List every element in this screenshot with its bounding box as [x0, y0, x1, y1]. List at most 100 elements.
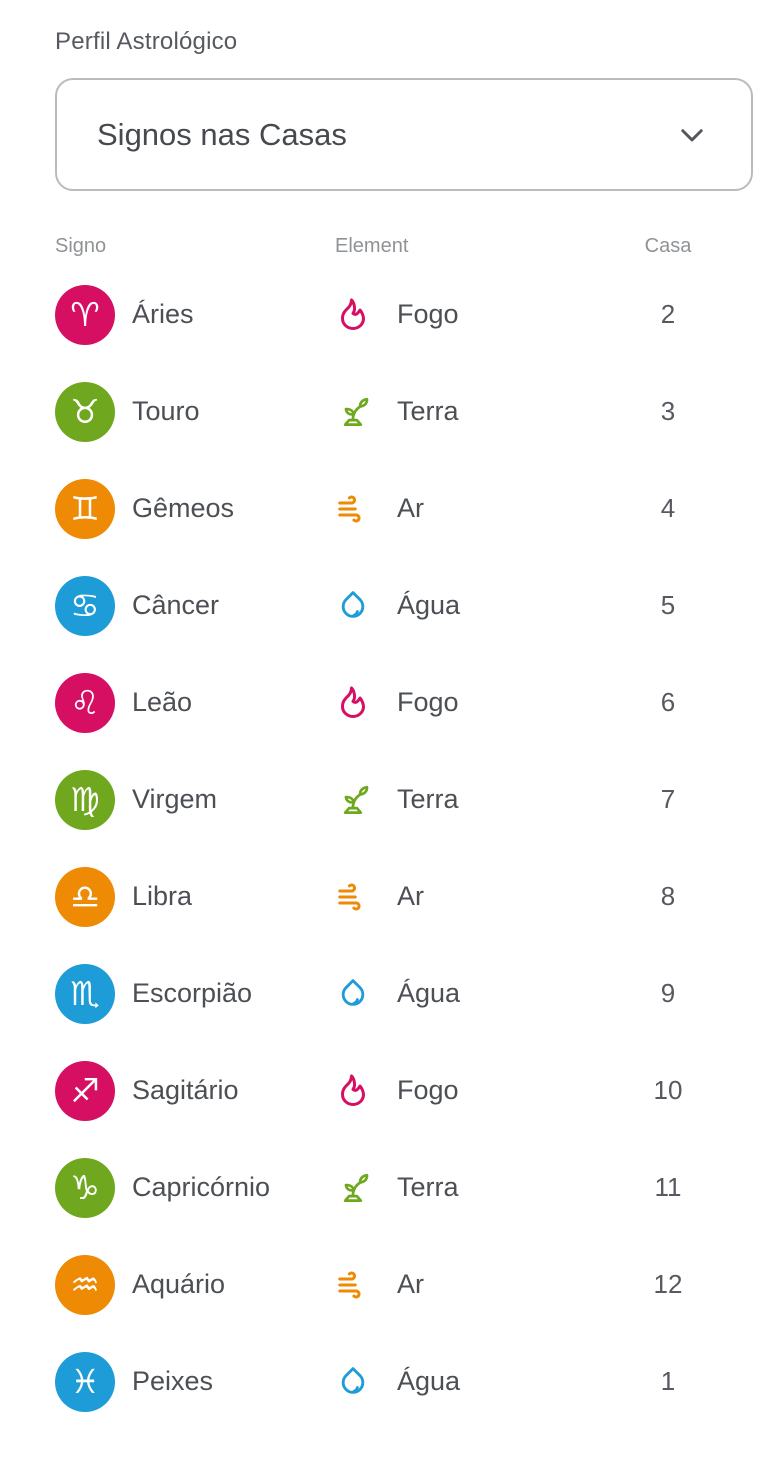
- sign-label: Virgem: [132, 784, 218, 814]
- house-number: 7: [660, 784, 676, 814]
- column-header-sign: Signo: [55, 235, 107, 257]
- zodiac-glyph: ♒: [70, 1265, 100, 1304]
- sign-label: Áries: [132, 299, 194, 329]
- house-number: 11: [654, 1172, 682, 1202]
- astro-profile-panel: Perfil Astrológico Signos nas Casas Sign…: [55, 28, 753, 1430]
- element-cell: Água: [335, 1364, 623, 1400]
- element-label: Fogo: [397, 1075, 459, 1105]
- sign-label: Capricórnio: [132, 1172, 271, 1202]
- zodiac-glyph: ♎: [70, 877, 100, 916]
- pisces-icon: ♓: [55, 1351, 115, 1412]
- sign-label: Gêmeos: [132, 493, 235, 523]
- zodiac-glyph: ♏: [70, 974, 100, 1013]
- page-title: Perfil Astrológico: [55, 28, 238, 55]
- sign-label: Touro: [132, 396, 200, 426]
- zodiac-sign-row: ♑ Capricórnio Terra 11: [55, 1139, 713, 1236]
- zodiac-glyph: ♐: [70, 1071, 100, 1110]
- view-select-value: Signos nas Casas: [97, 116, 347, 152]
- element-label: Ar: [397, 1269, 424, 1299]
- signs-table: Signo Element Casa ♈ Áries Fogo 2 ♉ Tour…: [55, 235, 713, 1430]
- house-number: 10: [653, 1075, 683, 1105]
- element-cell: Ar: [335, 491, 623, 527]
- signs-table-body: ♈ Áries Fogo 2 ♉ Touro Terra 3 ♊ Gêmeos: [55, 266, 713, 1430]
- sign-cell: ♈ Áries: [55, 284, 335, 345]
- column-header-element: Element: [335, 235, 409, 257]
- house-number: 1: [660, 1366, 676, 1396]
- flame-icon: [335, 685, 371, 721]
- element-cell: Terra: [335, 1170, 623, 1206]
- aquarius-icon: ♒: [55, 1254, 115, 1315]
- sign-cell: ♐ Sagitário: [55, 1060, 335, 1121]
- taurus-icon: ♉: [55, 381, 115, 442]
- zodiac-glyph: ♓: [70, 1362, 100, 1401]
- house-number: 12: [653, 1269, 683, 1299]
- sign-label: Sagitário: [132, 1075, 239, 1105]
- libra-icon: ♎: [55, 866, 115, 927]
- zodiac-sign-row: ♎ Libra Ar 8: [55, 848, 713, 945]
- zodiac-sign-row: ♐ Sagitário Fogo 10: [55, 1042, 713, 1139]
- sign-cell: ♉ Touro: [55, 381, 335, 442]
- sign-cell: ♌ Leão: [55, 672, 335, 733]
- sign-label: Escorpião: [132, 978, 253, 1008]
- zodiac-glyph: ♈: [70, 295, 100, 334]
- element-label: Ar: [397, 881, 424, 911]
- element-label: Água: [397, 1366, 461, 1396]
- capricorn-icon: ♑: [55, 1157, 115, 1218]
- element-cell: Ar: [335, 879, 623, 915]
- house-number: 6: [660, 687, 676, 717]
- zodiac-sign-row: ♌ Leão Fogo 6: [55, 654, 713, 751]
- element-cell: Fogo: [335, 685, 623, 721]
- house-number: 2: [660, 299, 676, 329]
- house-number: 3: [660, 396, 676, 426]
- column-header-house: Casa: [644, 235, 692, 257]
- zodiac-sign-row: ♈ Áries Fogo 2: [55, 266, 713, 363]
- sign-cell: ♎ Libra: [55, 866, 335, 927]
- sign-label: Peixes: [132, 1366, 214, 1396]
- sprout-icon: [335, 1170, 371, 1206]
- element-cell: Água: [335, 976, 623, 1012]
- zodiac-glyph: ♊: [70, 489, 100, 528]
- zodiac-sign-row: ♍ Virgem Terra 7: [55, 751, 713, 848]
- view-select[interactable]: Signos nas Casas: [55, 78, 753, 191]
- droplet-icon: [335, 1364, 371, 1400]
- zodiac-sign-row: ♋ Câncer Água 5: [55, 557, 713, 654]
- leo-icon: ♌: [55, 672, 115, 733]
- sign-cell: ♋ Câncer: [55, 575, 335, 636]
- element-cell: Água: [335, 588, 623, 624]
- zodiac-sign-row: ♉ Touro Terra 3: [55, 363, 713, 460]
- house-number: 9: [660, 978, 676, 1008]
- sagittarius-icon: ♐: [55, 1060, 115, 1121]
- sprout-icon: [335, 782, 371, 818]
- element-label: Fogo: [397, 299, 459, 329]
- wind-icon: [335, 1267, 371, 1303]
- cancer-icon: ♋: [55, 575, 115, 636]
- sign-label: Libra: [132, 881, 193, 911]
- sign-cell: ♓ Peixes: [55, 1351, 335, 1412]
- element-cell: Terra: [335, 394, 623, 430]
- element-label: Fogo: [397, 687, 459, 717]
- element-label: Terra: [397, 784, 459, 814]
- house-number: 5: [660, 590, 676, 620]
- sign-label: Leão: [132, 687, 193, 717]
- zodiac-glyph: ♑: [70, 1168, 100, 1207]
- element-label: Terra: [397, 1172, 459, 1202]
- element-cell: Terra: [335, 782, 623, 818]
- element-label: Água: [397, 590, 461, 620]
- zodiac-sign-row: ♒ Aquário Ar 12: [55, 1236, 713, 1333]
- wind-icon: [335, 491, 371, 527]
- scorpio-icon: ♏: [55, 963, 115, 1024]
- element-cell: Fogo: [335, 1073, 623, 1109]
- zodiac-glyph: ♍: [70, 780, 100, 819]
- house-number: 8: [660, 881, 676, 911]
- zodiac-sign-row: ♏ Escorpião Água 9: [55, 945, 713, 1042]
- element-label: Água: [397, 978, 461, 1008]
- sign-label: Aquário: [132, 1269, 226, 1299]
- flame-icon: [335, 297, 371, 333]
- virgo-icon: ♍: [55, 769, 115, 830]
- element-cell: Ar: [335, 1267, 623, 1303]
- sign-cell: ♑ Capricórnio: [55, 1157, 335, 1218]
- sprout-icon: [335, 394, 371, 430]
- zodiac-glyph: ♉: [70, 392, 100, 431]
- house-number: 4: [660, 493, 676, 523]
- element-cell: Fogo: [335, 297, 623, 333]
